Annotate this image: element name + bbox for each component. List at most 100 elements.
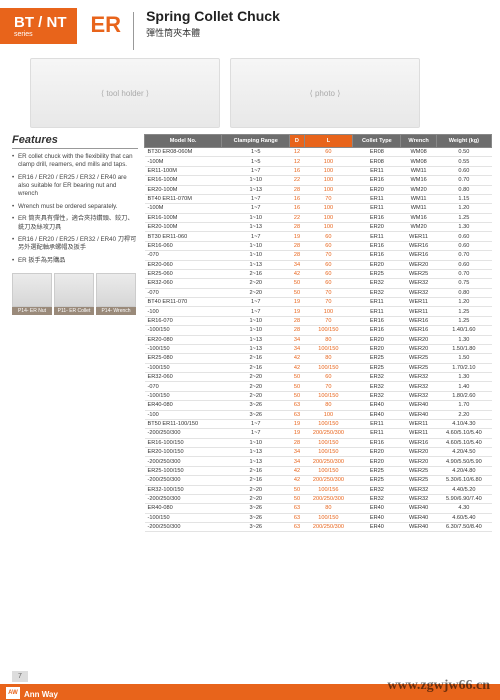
- feature-item: ER16 / ER20 / ER25 / ER32 / ER40 刀桿可另外選配…: [12, 236, 138, 253]
- table-cell: WM11: [401, 166, 436, 175]
- table-cell: 2~20: [222, 288, 290, 297]
- table-cell: 16: [290, 166, 304, 175]
- table-cell: 63: [290, 513, 304, 522]
- table-cell: 100: [304, 157, 353, 166]
- table-cell: -200/250/300: [145, 429, 222, 438]
- table-cell: 0.70: [436, 269, 491, 278]
- table-cell: ER16-100M: [145, 213, 222, 222]
- table-row: -100/1502~2050100/150ER32WER321.80/2.60: [145, 391, 492, 400]
- table-cell: ER20: [353, 335, 401, 344]
- table-cell: ER20-100/150: [145, 448, 222, 457]
- table-cell: 63: [290, 523, 304, 532]
- table-cell: WM16: [401, 213, 436, 222]
- table-cell: ER16: [353, 251, 401, 260]
- table-cell: -200/250/300: [145, 494, 222, 503]
- table-cell: 100/150: [304, 326, 353, 335]
- table-cell: 16: [290, 194, 304, 203]
- table-cell: WER25: [401, 354, 436, 363]
- table-cell: WER40: [401, 523, 436, 532]
- table-cell: 0.75: [436, 279, 491, 288]
- features-heading: Features: [12, 134, 138, 149]
- table-cell: 2~20: [222, 279, 290, 288]
- table-cell: ER25-080: [145, 354, 222, 363]
- table-cell: ER32: [353, 391, 401, 400]
- table-cell: WER32: [401, 288, 436, 297]
- table-cell: 1.25: [436, 316, 491, 325]
- table-cell: 100/150: [304, 391, 353, 400]
- table-cell: ER32-100/150: [145, 485, 222, 494]
- table-cell: 1.70: [436, 401, 491, 410]
- table-cell: 4.20/4.50: [436, 448, 491, 457]
- table-cell: 70: [304, 298, 353, 307]
- table-cell: -070: [145, 288, 222, 297]
- table-cell: WER25: [401, 476, 436, 485]
- table-cell: ER11: [353, 194, 401, 203]
- table-cell: 1~13: [222, 223, 290, 232]
- thumbnail-image: [54, 273, 94, 307]
- table-cell: -100: [145, 410, 222, 419]
- table-cell: WER16: [401, 438, 436, 447]
- table-cell: 1.20: [436, 298, 491, 307]
- table-cell: 12: [290, 157, 304, 166]
- table-row: ER16-100M1~1022100ER16WM161.25: [145, 213, 492, 222]
- table-cell: WER32: [401, 279, 436, 288]
- table-cell: WM16: [401, 176, 436, 185]
- table-row: -100/1501~1028100/150ER16WER161.40/1.60: [145, 326, 492, 335]
- table-cell: 1.25: [436, 213, 491, 222]
- table-cell: ER25: [353, 269, 401, 278]
- table-cell: 1.25: [436, 307, 491, 316]
- page-number: 7: [12, 671, 28, 682]
- table-cell: WER32: [401, 391, 436, 400]
- table-cell: ER32-060: [145, 373, 222, 382]
- table-cell: 1~13: [222, 344, 290, 353]
- table-cell: ER20-060: [145, 260, 222, 269]
- table-cell: 2~20: [222, 373, 290, 382]
- table-cell: ER40-080: [145, 401, 222, 410]
- table-cell: 70: [304, 382, 353, 391]
- table-cell: 3~26: [222, 523, 290, 532]
- table-cell: 2~16: [222, 466, 290, 475]
- table-row: ER20-100/1501~1334100/150ER20WER204.20/4…: [145, 448, 492, 457]
- table-cell: 200/250/300: [304, 523, 353, 532]
- table-cell: ER25-100/150: [145, 466, 222, 475]
- table-cell: 1~7: [222, 307, 290, 316]
- table-cell: 100: [304, 176, 353, 185]
- table-row: ER32-0602~205060ER32WER321.30: [145, 373, 492, 382]
- table-cell: WER20: [401, 457, 436, 466]
- table-cell: WER25: [401, 269, 436, 278]
- table-cell: 1.20: [436, 204, 491, 213]
- table-row: ER32-100/1502~2050100/156ER32WER324.40/5…: [145, 485, 492, 494]
- table-cell: WER40: [401, 513, 436, 522]
- table-cell: 2~20: [222, 391, 290, 400]
- table-cell: 100/150: [304, 448, 353, 457]
- table-cell: ER20: [353, 457, 401, 466]
- table-cell: 1~10: [222, 176, 290, 185]
- table-cell: ER25-060: [145, 269, 222, 278]
- table-cell: WER40: [401, 504, 436, 513]
- table-cell: WER25: [401, 466, 436, 475]
- table-cell: 60: [304, 269, 353, 278]
- table-cell: -100/150: [145, 391, 222, 400]
- table-cell: 0.60: [436, 232, 491, 241]
- divider: [133, 12, 134, 50]
- table-cell: ER20: [353, 448, 401, 457]
- table-cell: 34: [290, 260, 304, 269]
- table-cell: 5.90/6.90/7.40: [436, 494, 491, 503]
- table-cell: WM20: [401, 223, 436, 232]
- brand-name: Ann Way: [24, 690, 58, 699]
- series-badge: BT / NT series: [0, 8, 77, 44]
- table-cell: 1.40/1.60: [436, 326, 491, 335]
- table-cell: 1.15: [436, 194, 491, 203]
- table-cell: WM11: [401, 194, 436, 203]
- table-cell: 0.60: [436, 166, 491, 175]
- table-cell: ER32: [353, 279, 401, 288]
- table-cell: 80: [304, 354, 353, 363]
- table-cell: 28: [290, 438, 304, 447]
- table-cell: 0.60: [436, 241, 491, 250]
- table-cell: 1~7: [222, 204, 290, 213]
- table-cell: 3~26: [222, 504, 290, 513]
- table-row: -0702~205070ER32WER320.80: [145, 288, 492, 297]
- table-row: -0701~102870ER16WER160.70: [145, 251, 492, 260]
- table-cell: ER40: [353, 410, 401, 419]
- table-cell: 42: [290, 354, 304, 363]
